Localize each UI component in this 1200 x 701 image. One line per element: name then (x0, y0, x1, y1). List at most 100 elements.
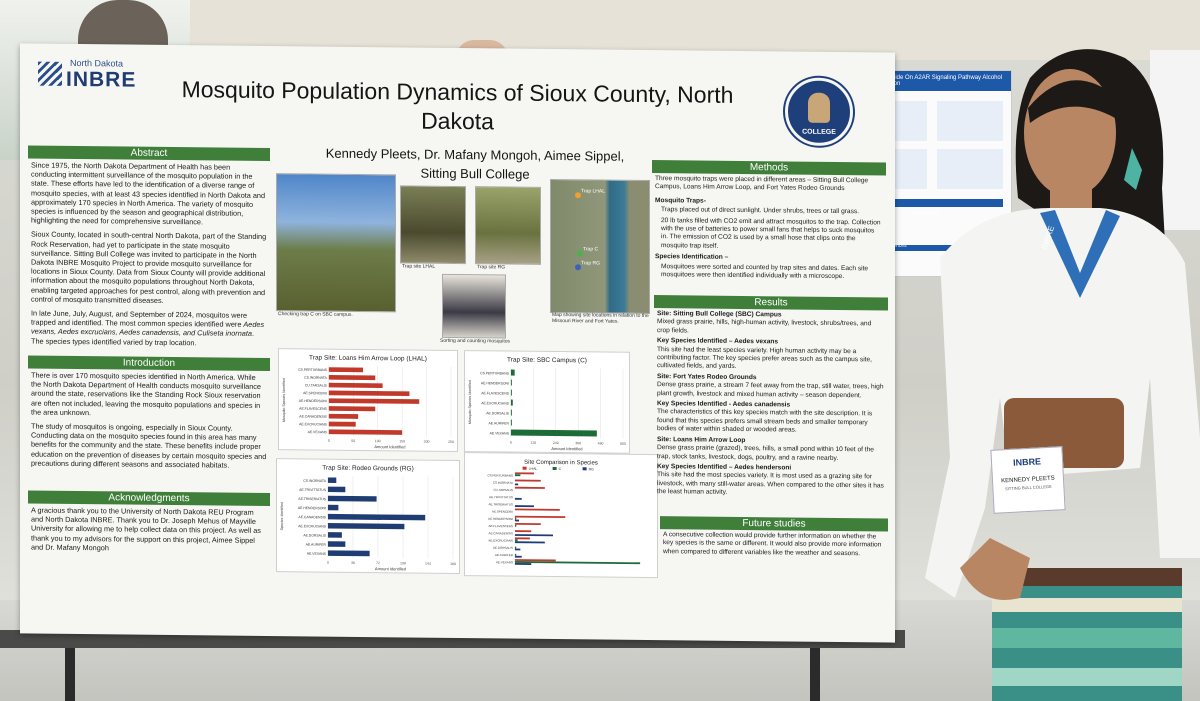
category-label: AE.VEXANS (308, 430, 328, 434)
category-label: AE.SPENCERII (303, 391, 327, 395)
introduction-paragraph-2: The study of mosquitos is ongoing, espec… (31, 421, 267, 470)
introduction-section: Introduction There is over 170 mosquito … (28, 355, 270, 478)
chart-title: Trap Site: SBC Campus (C) (507, 357, 587, 365)
category-label: CU.TARSALIS (493, 488, 512, 492)
chart-rg-svg: Trap Site: Rodeo Grounds (RG) 0 36 72 108 144… (280, 465, 456, 572)
x-tick-label: 100 (375, 439, 381, 443)
bar (514, 561, 641, 565)
seal-portrait (808, 92, 830, 123)
bar (514, 505, 534, 508)
category-label: AE.HENDERSONI (481, 381, 509, 385)
abstract-section: Abstract Since 1975, the North Dakota De… (28, 145, 270, 355)
person-presenter (925, 49, 1200, 701)
photo-caption-2: Trap site LHAL (402, 263, 436, 270)
chart-rg: Trap Site: Rodeo Grounds (RG) 0 36 72 108 144… (276, 458, 460, 575)
x-tick-label: 600 (620, 442, 626, 446)
abstract-body: Since 1975, the North Dakota Department … (28, 159, 270, 355)
x-axis-label: Amount Identified (551, 446, 582, 451)
category-label: AE.DORSALIS (493, 546, 513, 550)
bar (514, 546, 517, 549)
x-tick-label: 250 (448, 440, 454, 444)
future-studies-body: A consecutive collection would provide f… (663, 531, 882, 558)
bar (514, 524, 517, 527)
bar (327, 523, 405, 530)
chart-lhal-svg: Trap Site: Loans Him Arrow Loop (LHAL) 0 5… (282, 354, 454, 449)
x-tick-label: 72 (376, 561, 380, 565)
bar (514, 553, 517, 556)
category-label: AE.CANADENSIS (299, 414, 327, 418)
bar (514, 497, 522, 500)
category-label: CS.PERTURBANS (480, 371, 510, 375)
category-label: AE.EXCRUCIANS (299, 422, 327, 426)
category-label: AE.HENDERSONI (299, 399, 327, 403)
bar (510, 379, 512, 386)
bar (510, 399, 513, 406)
bar (510, 389, 512, 396)
acknowledgments-section: Acknowledgments A gracious thank you to … (28, 490, 270, 557)
category-label: AE.HENDERSONI (488, 517, 513, 521)
legend-label: C (559, 467, 562, 471)
acknowledgments-body: A gracious thank you to the University o… (31, 505, 261, 553)
x-tick-label: 0 (328, 439, 330, 443)
y-axis-label: Species Identified (280, 502, 284, 530)
x-axis-label: Amount Identified (374, 444, 405, 449)
bar (327, 504, 339, 511)
methods-id-item-1: Mosquitoes were sorted and counted by tr… (661, 262, 869, 281)
category-label: AE.DORSALIS (486, 411, 509, 415)
category-label: AE.CANADENSIS (298, 515, 326, 519)
photo-sorting-mosquitos (442, 273, 506, 339)
abstract-paragraph-2: Sioux County, located in south-central N… (31, 229, 267, 305)
photo-caption-1: Checking trap C on SBC campus. (278, 311, 353, 318)
introduction-body: There is over 170 mosquito species ident… (28, 369, 270, 478)
map-label-rg: Trap RG (581, 260, 600, 267)
future-studies-section: Future studies A consecutive collection … (660, 516, 888, 561)
bar (514, 541, 545, 544)
methods-traps-heading: Mosquito Traps- (655, 196, 706, 205)
bar (327, 495, 377, 502)
background-poster-section1: Conclusions (911, 211, 939, 217)
x-tick-label: 200 (424, 440, 430, 444)
bar (328, 367, 364, 373)
category-label: AE.TRISERIATUS (488, 502, 512, 506)
abstract-p3-text: In late June, July, August, and Septembe… (31, 308, 248, 329)
category-label: AE.VEXANS (496, 560, 513, 564)
bar (328, 398, 420, 404)
x-tick-label: 108 (400, 561, 406, 565)
results-site2-heading: Site: Fort Yates Rodeo Grounds (657, 372, 757, 381)
category-label: CS.INORNATA (304, 376, 327, 380)
photo-trap-lhal (400, 185, 466, 265)
methods-id-heading: Species Identification – (655, 253, 729, 262)
bar (514, 559, 556, 562)
category-label: AE.FLAVESCENS (488, 524, 512, 528)
x-tick-label: 144 (425, 562, 431, 566)
legend-swatch (582, 467, 587, 471)
map-caption: Map showing site locations in relation t… (552, 311, 649, 325)
bar (514, 472, 534, 475)
bar (514, 517, 517, 520)
map-label-c: Trap C (583, 246, 599, 253)
bar (328, 406, 376, 412)
inbre-logo-mark (38, 61, 62, 86)
bar (514, 539, 518, 542)
results-body: Site: Sitting Bull College (SBC) Campus … (654, 308, 888, 503)
x-tick-label: 360 (575, 441, 581, 445)
category-label: AE.CANADENSIS (489, 531, 513, 535)
category-label: AE.EXCRUCIANS (488, 538, 513, 542)
bar (328, 429, 403, 435)
logo-state: North Dakota (70, 57, 124, 69)
results-site1-key-species: Key Species Identified – Aedes vexans (657, 337, 779, 346)
name-badge: INBRE KENNEDY PLEETS SITTING BULL COLLEG… (990, 446, 1066, 514)
bar (328, 390, 410, 397)
bar (327, 513, 426, 521)
x-tick-label: 150 (399, 439, 405, 443)
y-axis-label: Mosquito Species Identified (282, 378, 286, 422)
site-map: Trap LHAL Trap C Trap RG (550, 178, 650, 315)
results-site3-key-species: Key Species Identified – Aedes henderson… (657, 462, 792, 472)
results-site1-description: Mixed grass prairie, hills, high-human a… (657, 318, 872, 335)
logo-name: INBRE (66, 67, 137, 92)
category-label: AE.FLAVESCENS (481, 391, 509, 395)
bar (514, 537, 530, 540)
poster-title: Mosquito Population Dynamics of Sioux Co… (181, 76, 734, 135)
results-section: Results Site: Sitting Bull College (SBC)… (654, 295, 888, 503)
